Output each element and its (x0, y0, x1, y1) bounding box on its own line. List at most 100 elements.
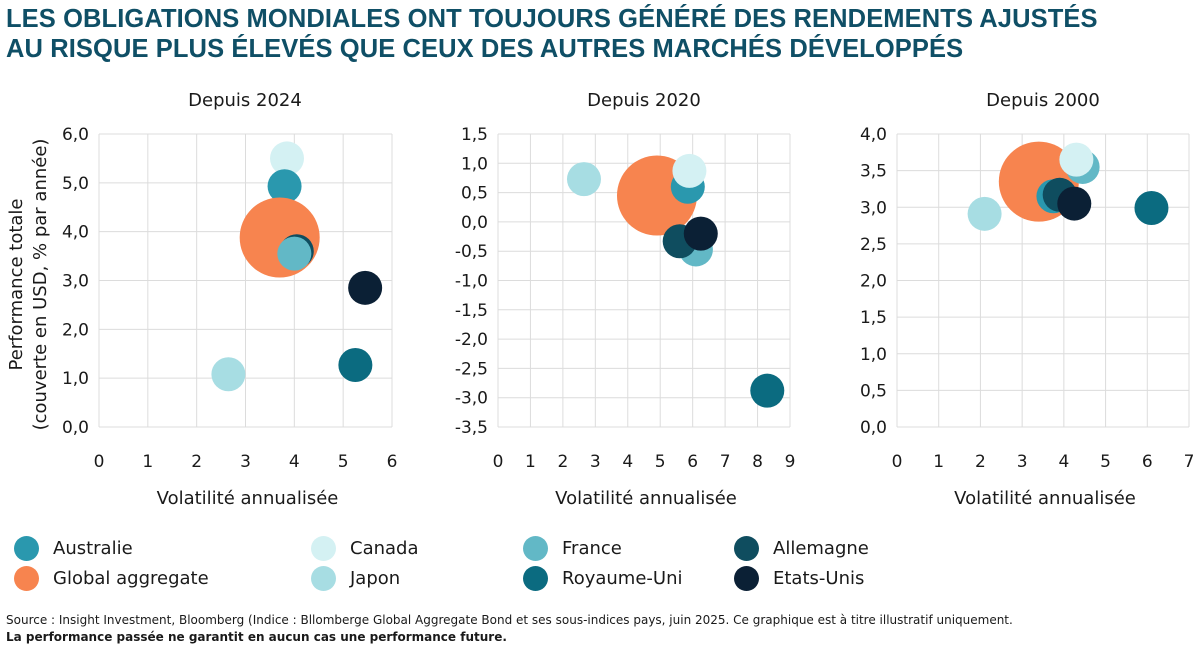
legend-swatch-france (523, 535, 548, 561)
panel-2-y-tick-label: 1,5 (461, 125, 488, 145)
panel-1-x-tick-label: 5 (338, 452, 349, 472)
panel-3-y-tick-label: 4,0 (860, 125, 887, 145)
panel-1-y-tick-label: 4,0 (62, 223, 89, 243)
panel-1-x-tick-label: 2 (191, 452, 202, 472)
panel-2-x-tick-label: 8 (752, 452, 763, 472)
legend-item-japon: Japon (311, 564, 400, 592)
panel-1-point-japon (211, 357, 246, 392)
panel-2-x-tick-label: 2 (557, 452, 568, 472)
legend-swatch-canada (311, 535, 336, 561)
chart-title: LES OBLIGATIONS MONDIALES ONT TOUJOURS G… (6, 4, 1196, 64)
panel-2-y-tick-label: -3,5 (455, 418, 488, 438)
panel-1-y-tick-label: 0,0 (62, 418, 89, 438)
panel-1-y-axis-label: Performance totale (6, 198, 27, 370)
panel-3-y-tick-label: 0,5 (860, 381, 887, 401)
panel-2-y-tick-label: -1,0 (455, 272, 488, 292)
panel-1-y-tick-label: 5,0 (62, 174, 89, 194)
disclaimer-note: La performance passée ne garantit en auc… (6, 630, 507, 644)
legend-item-canada: Canada (311, 534, 419, 562)
legend-label-japon: Japon (350, 567, 401, 589)
panel-3-x-tick-label: 0 (892, 452, 903, 472)
panel-2-x-tick-label: 3 (590, 452, 601, 472)
panel-1-point-canada (270, 141, 305, 176)
legend-label-canada: Canada (350, 537, 419, 559)
legend-label-etats-unis: Etats-Unis (773, 567, 865, 589)
panel-3-y-tick-label: 1,0 (860, 345, 887, 365)
panel-2-title: Depuis 2020 (587, 90, 701, 111)
panel-1-point-australie (267, 169, 302, 204)
legend-item-global-aggregate: Global aggregate (14, 564, 209, 592)
panel-3-x-tick-label: 4 (1058, 452, 1069, 472)
panel-3-y-tick-label: 2,5 (860, 235, 887, 255)
legend-swatch-japon (311, 565, 336, 591)
panel-1-x-tick-label: 6 (387, 452, 398, 472)
legend-item-royaume-uni: Royaume-Uni (523, 564, 683, 592)
panel-1-title: Depuis 2024 (188, 90, 302, 111)
legend-swatch-allemagne (734, 535, 759, 561)
panel-1-x-axis-label: Volatilité annualisée (157, 488, 339, 509)
legend-swatch-global-aggregate (14, 565, 39, 591)
panel-3-point-canada (1059, 142, 1094, 177)
panel-3-x-axis-label: Volatilité annualisée (954, 488, 1136, 509)
panel-2-x-tick-label: 4 (622, 452, 633, 472)
panel-1-x-tick-label: 1 (142, 452, 153, 472)
footer-note: Source : Insight Investment, Bloomberg (… (6, 612, 1196, 646)
legend-swatch-royaume-uni (523, 565, 548, 591)
panel-2-x-tick-label: 7 (720, 452, 731, 472)
panel-2-y-tick-label: -2,5 (455, 359, 488, 379)
panel-2-x-tick-label: 9 (785, 452, 796, 472)
scatter-charts: 0 1 2 3 4 5 6 0,0 1,0 2,0 3,0 4,0 5,0 6,0 Depuis 2024 V… (6, 90, 1195, 509)
panel-2-y-tick-label: -0,5 (455, 242, 488, 262)
panel-3-point-japon (967, 196, 1002, 231)
panel-3-x-tick-label: 3 (1017, 452, 1028, 472)
panel-3-x-tick-label: 7 (1184, 452, 1195, 472)
panel-3-point-royaume-uni (1134, 190, 1169, 225)
panel-2-y-tick-label: 0,0 (461, 213, 488, 233)
panel-3-x-tick-label: 1 (933, 452, 944, 472)
panel-1-y-tick-label: 3,0 (62, 272, 89, 292)
panel-1-x-tick-label: 3 (240, 452, 251, 472)
chart-title-line-1: LES OBLIGATIONS MONDIALES ONT TOUJOURS G… (6, 5, 1098, 33)
panel-1-y-tick-label: 2,0 (62, 320, 89, 340)
panel-1-x-tick-label: 4 (289, 452, 300, 472)
panel-3-x-tick-label: 5 (1100, 452, 1111, 472)
panel-3-y-tick-label: 3,0 (860, 198, 887, 218)
panel-2-y-tick-label: -3,0 (455, 389, 488, 409)
panel-3-x-tick-label: 6 (1142, 452, 1153, 472)
panel-2-point-japon (566, 162, 601, 197)
chart-title-line-2: AU RISQUE PLUS ÉLEVÉS QUE CEUX DES AUTRE… (6, 35, 964, 63)
panel-1-y-tick-label: 6,0 (62, 125, 89, 145)
panel-2-y-tick-label: 1,0 (461, 154, 488, 174)
panel-2-point-canada (672, 153, 707, 188)
panel-2-y-tick-label: 0,5 (461, 184, 488, 204)
legend-item-france: France (523, 534, 622, 562)
panel-1-x-tick-label: 0 (94, 452, 105, 472)
panel-2-x-axis-label: Volatilité annualisée (555, 488, 737, 509)
legend-item-australie: Australie (14, 534, 133, 562)
panel-2-x-tick-label: 5 (655, 452, 666, 472)
panel-3-y-tick-label: 1,5 (860, 308, 887, 328)
panel-1-point-royaume-uni (338, 347, 373, 382)
legend-swatch-etats-unis (734, 565, 759, 591)
panel-2-x-tick-label: 0 (493, 452, 504, 472)
panel-3-x-tick-label: 2 (975, 452, 986, 472)
panel-2-y-tick-label: -2,0 (455, 330, 488, 350)
panel-3-y-tick-label: 2,0 (860, 272, 887, 292)
panel-2-point-etats-unis (683, 216, 718, 251)
legend-label-global-aggregate: Global aggregate (53, 567, 209, 589)
panel-1-y-axis-label: (couverte en USD, % par année) (30, 139, 51, 431)
panel-2-point-royaume-uni (750, 373, 785, 408)
panel-2-x-tick-label: 1 (525, 452, 536, 472)
panel-2-x-tick-label: 6 (687, 452, 698, 472)
legend-label-allemagne: Allemagne (773, 537, 869, 559)
legend-item-allemagne: Allemagne (734, 534, 869, 562)
panel-3-point-etats-unis (1057, 186, 1092, 221)
panel-2-y-tick-label: -1,5 (455, 301, 488, 321)
panel-3-title: Depuis 2000 (986, 90, 1100, 111)
legend-item-etats-unis: Etats-Unis (734, 564, 864, 592)
panel-1-point-global-aggregate (239, 197, 320, 278)
panel-1-y-tick-label: 1,0 (62, 369, 89, 389)
legend-swatch-australie (14, 535, 39, 561)
legend-label-australie: Australie (53, 537, 133, 559)
panel-1-point-etats-unis (348, 270, 383, 305)
